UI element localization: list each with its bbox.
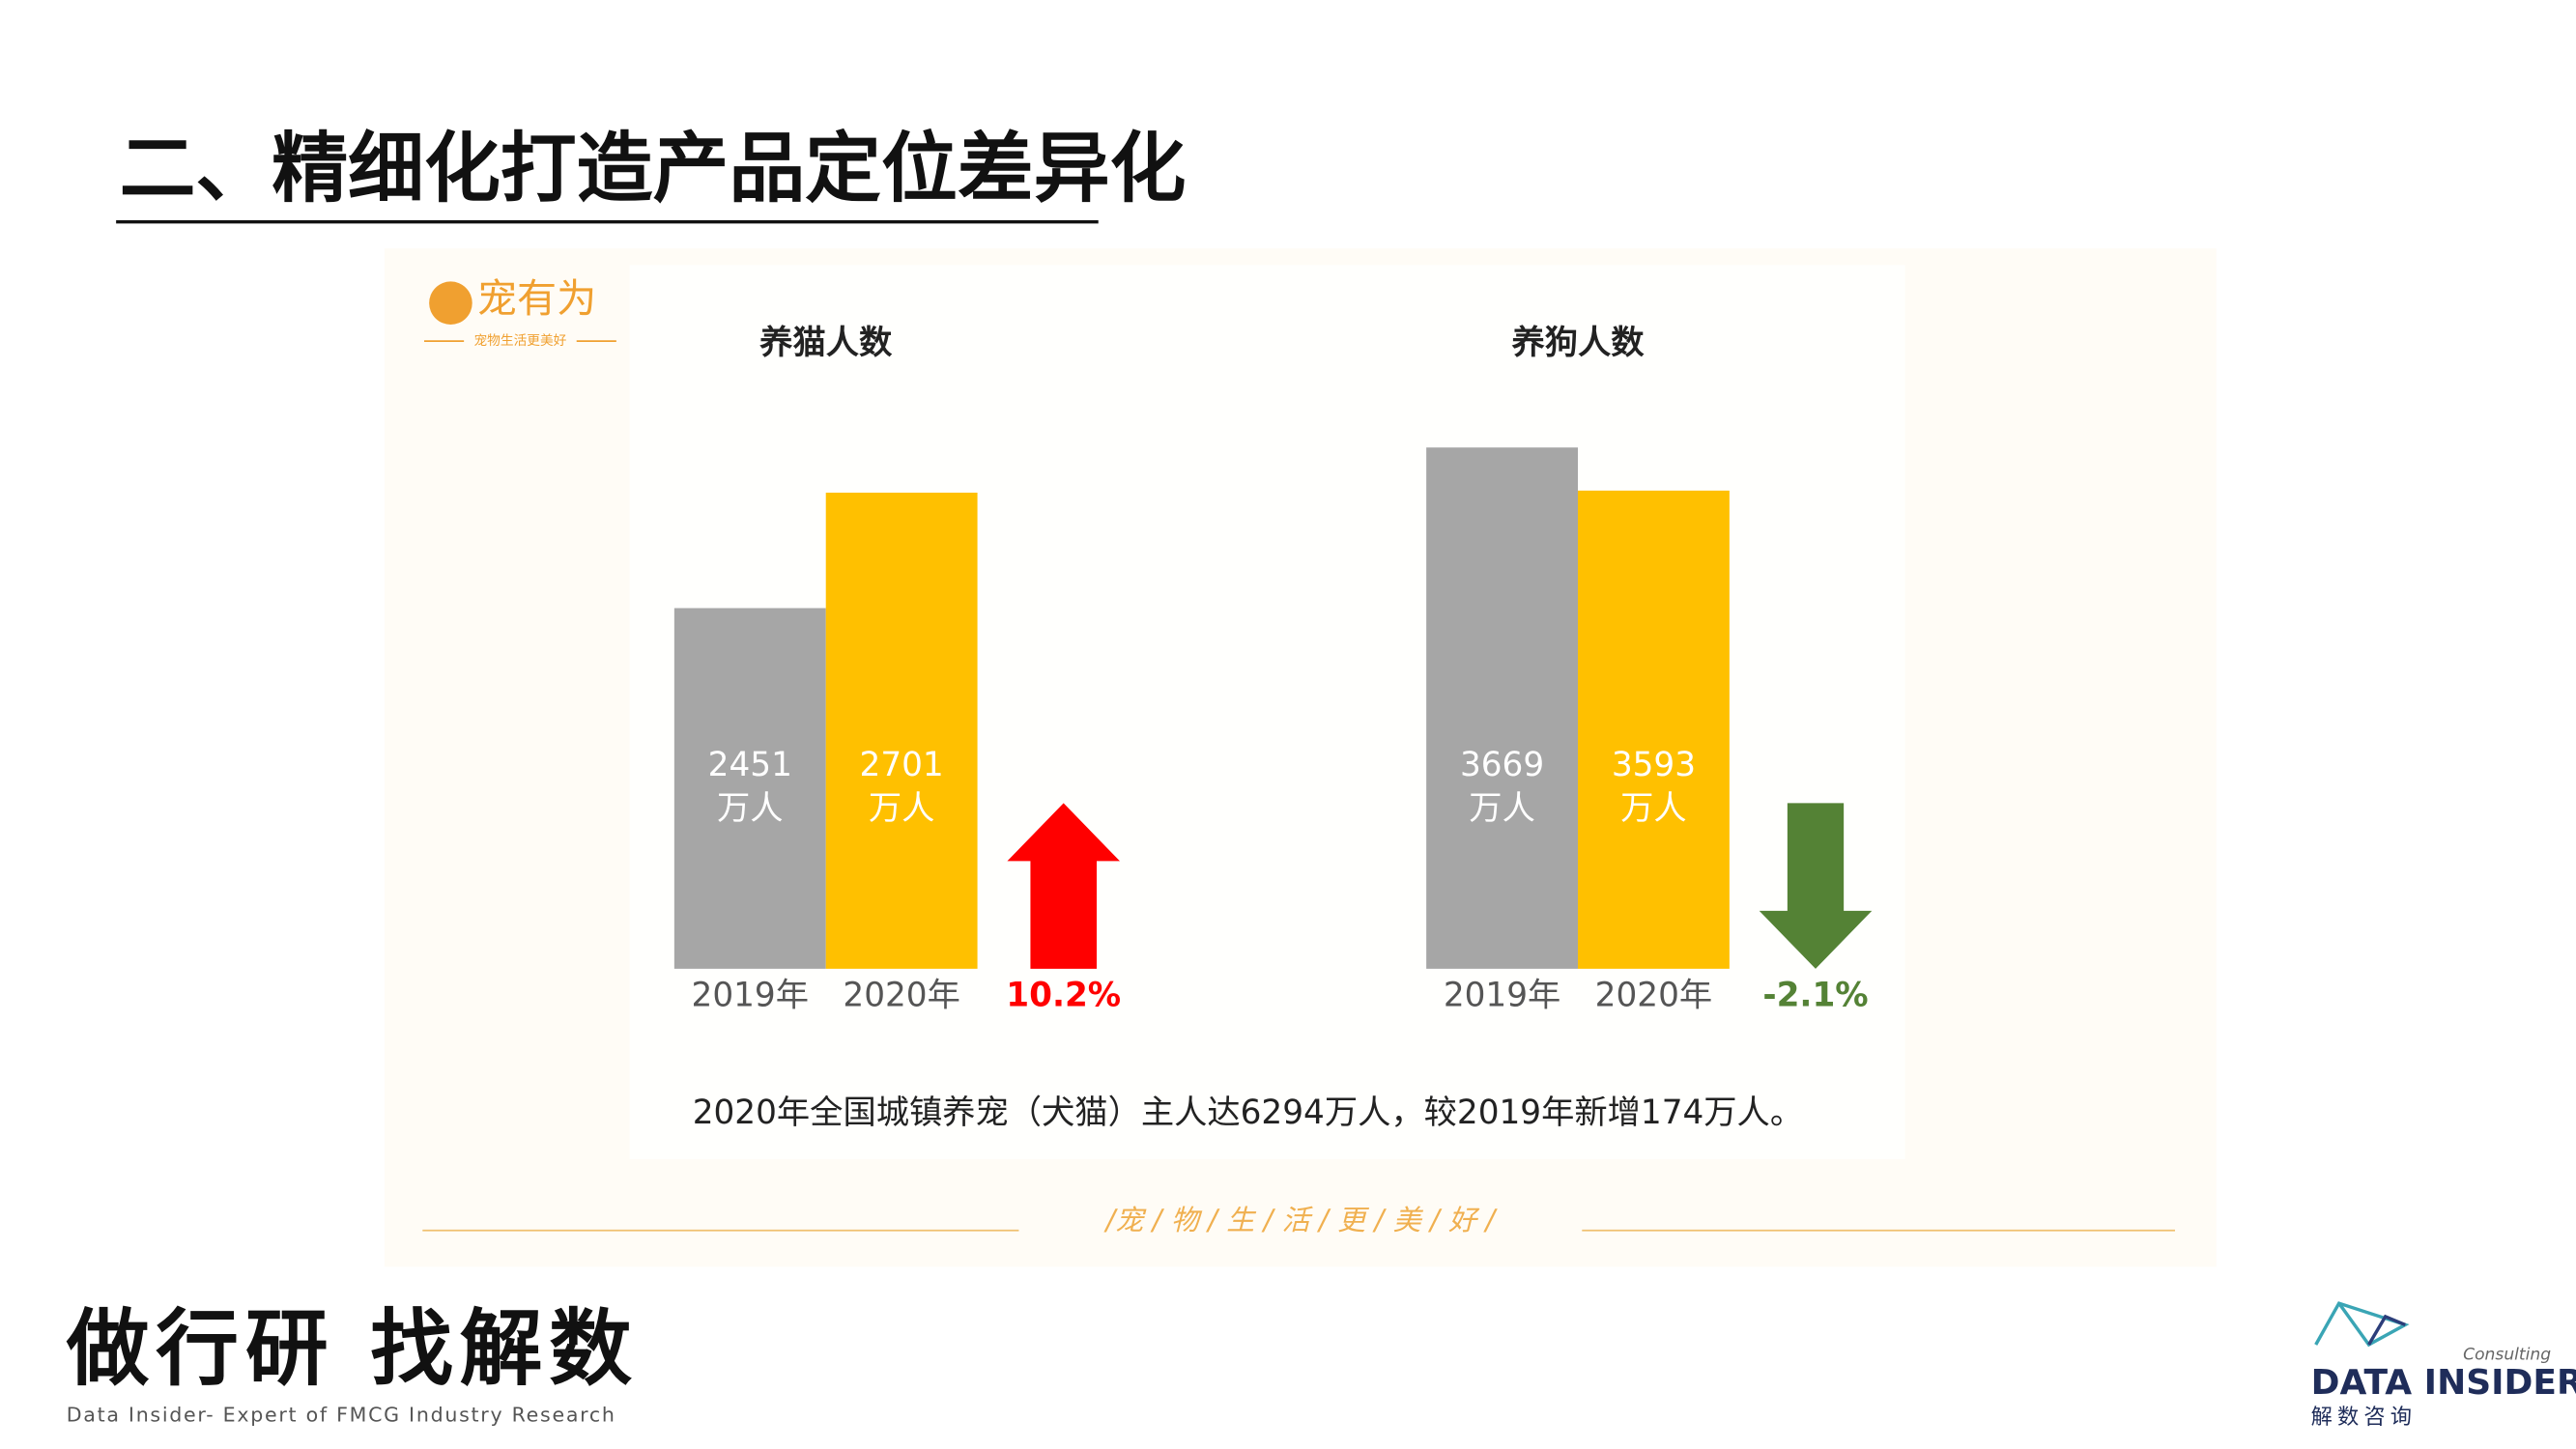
footer-sub: Data Insider- Expert of FMCG Industry Re… — [67, 1404, 616, 1427]
logo-icon — [2367, 1314, 2406, 1346]
logo-name: DATA INSIDER — [2311, 1363, 2576, 1403]
brand-tagline: 宠物生活更美好 — [473, 333, 566, 349]
bar — [825, 493, 978, 969]
logo-cn: 解数咨询 — [2311, 1405, 2418, 1430]
value-unit: 万人 — [1469, 789, 1535, 828]
x-tick-label: 2020年 — [1595, 976, 1712, 1014]
chart-title: 养狗人数 — [1511, 324, 1645, 362]
change-arrow — [1759, 803, 1873, 969]
value-label: 2451 — [708, 746, 792, 784]
x-tick-label: 2019年 — [1444, 976, 1560, 1014]
change-label: 10.2% — [1006, 976, 1121, 1014]
bar — [673, 608, 826, 969]
logo-tag: Consulting — [2463, 1345, 2551, 1364]
footer-slogan: 做行研 找解数 — [66, 1301, 639, 1398]
bar — [1426, 447, 1578, 969]
value-unit: 万人 — [1620, 789, 1687, 828]
chart-title: 养猫人数 — [759, 324, 893, 362]
note: 2020年全国城镇养宠（犬猫）主人达6294万人，较2019年新增174万人。 — [693, 1094, 1803, 1132]
logo-icon — [2314, 1301, 2410, 1348]
change-arrow — [1007, 803, 1120, 969]
value-label: 2701 — [860, 746, 944, 784]
slogan: /宠 / 物 / 生 / 活 / 更 / 美 / 好 / — [1102, 1204, 1498, 1236]
value-unit: 万人 — [717, 789, 784, 828]
brand: 宠有为 — [477, 275, 596, 322]
value-unit: 万人 — [869, 789, 935, 828]
value-label: 3593 — [1612, 746, 1696, 784]
slide-title: 二、精细化打造产品定位差异化 — [120, 124, 1187, 213]
x-tick-label: 2020年 — [843, 976, 959, 1014]
change-label: -2.1% — [1762, 976, 1868, 1014]
bar — [1578, 490, 1730, 969]
brand-icon — [429, 281, 472, 325]
x-tick-label: 2019年 — [692, 976, 809, 1014]
value-label: 3669 — [1460, 746, 1544, 784]
